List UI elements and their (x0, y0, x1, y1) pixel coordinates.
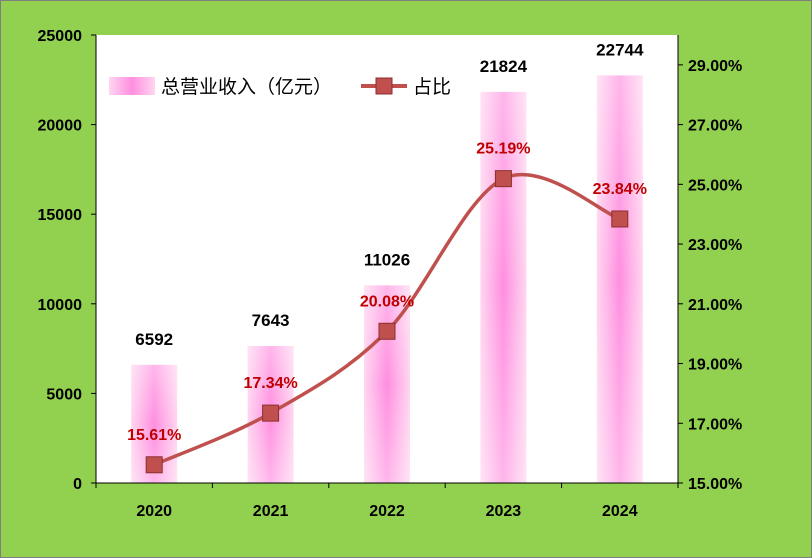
y-right-tick-label-21.00%: 21.00% (688, 297, 742, 314)
share-marker-2023 (494, 170, 512, 188)
y-left-tick-label-25000: 25000 (38, 28, 83, 45)
bar-value-label-2020: 6592 (135, 330, 173, 349)
share-value-label-2024: 23.84% (593, 181, 647, 198)
y-right-tick-label-23.00%: 23.00% (688, 237, 742, 254)
x-tick-label-2021: 2021 (253, 503, 289, 520)
y-right-tick-label-15.00%: 15.00% (688, 476, 742, 493)
y-left-tick-label-10000: 10000 (38, 297, 83, 314)
bar-value-label-2024: 22744 (596, 40, 644, 59)
bar-sheen-2023 (480, 91, 527, 484)
legend-bar-swatch (109, 77, 155, 95)
share-marker-2021 (262, 404, 280, 422)
y-left-tick-label-0: 0 (73, 476, 82, 493)
legend-line-label: 占比 (413, 76, 451, 98)
bar-sheen-2024 (596, 75, 643, 483)
bar-value-label-2021: 7643 (252, 311, 290, 330)
y-right-tick-label-25.00%: 25.00% (688, 177, 742, 194)
share-marker-2020 (145, 456, 163, 474)
y-left-tick-label-5000: 5000 (46, 386, 82, 403)
legend: 总营业收入（亿元） 占比 (109, 76, 451, 98)
y-left-tick-label-15000: 15000 (38, 207, 83, 224)
x-tick-label-2020: 2020 (136, 503, 172, 520)
share-value-label-2020: 15.61% (127, 427, 181, 444)
x-tick-label-2024: 2024 (602, 503, 638, 520)
legend-line-marker (375, 77, 393, 95)
bar-value-label-2023: 21824 (480, 57, 528, 76)
share-marker-2024 (611, 210, 629, 228)
share-marker-2022 (378, 322, 396, 340)
share-value-label-2022: 20.08% (360, 293, 414, 310)
bar-value-label-2022: 11026 (364, 250, 410, 269)
y-right-tick-label-29.00%: 29.00% (688, 58, 742, 75)
y-right-tick-label-17.00%: 17.00% (688, 416, 742, 433)
share-value-label-2023: 25.19% (476, 141, 530, 158)
y-left-tick-label-20000: 20000 (38, 118, 83, 135)
x-tick-label-2023: 2023 (486, 503, 522, 520)
share-value-label-2021: 17.34% (243, 375, 297, 392)
y-right-tick-label-19.00%: 19.00% (688, 357, 742, 374)
bar-sheen-2022 (364, 285, 410, 483)
y-right-tick-label-27.00%: 27.00% (688, 118, 742, 135)
x-tick-label-2022: 2022 (369, 503, 405, 520)
legend-bar-label: 总营业收入（亿元） (161, 76, 332, 98)
